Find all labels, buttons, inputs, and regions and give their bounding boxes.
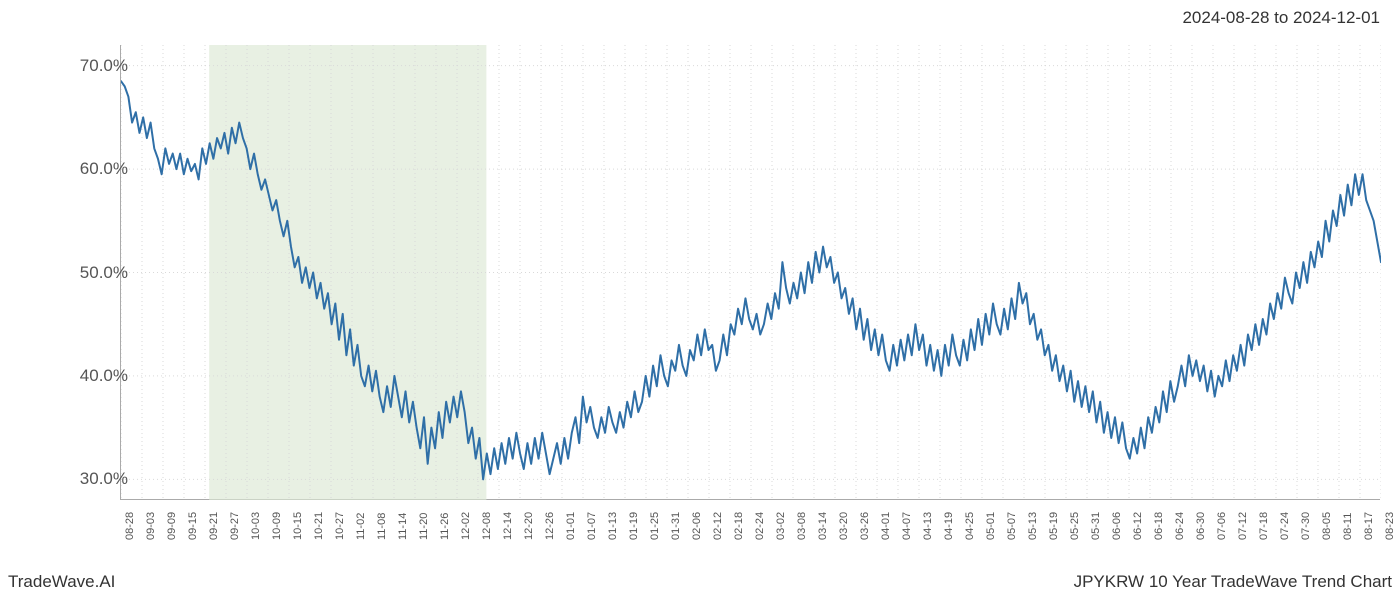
x-tick-label: 09-21 [208, 512, 220, 540]
x-tick-label: 05-13 [1027, 512, 1039, 540]
x-tick-label: 08-05 [1321, 512, 1333, 540]
brand-label: TradeWave.AI [8, 572, 115, 592]
date-range-label: 2024-08-28 to 2024-12-01 [1182, 8, 1380, 28]
x-tick-label: 02-24 [754, 512, 766, 540]
x-tick-label: 12-02 [460, 512, 472, 540]
x-tick-label: 05-25 [1069, 512, 1081, 540]
x-tick-label: 10-15 [292, 512, 304, 540]
y-tick-label: 40.0% [80, 366, 128, 386]
x-tick-label: 02-06 [691, 512, 703, 540]
x-tick-label: 04-19 [943, 512, 955, 540]
x-tick-label: 04-25 [964, 512, 976, 540]
x-tick-label: 10-27 [334, 512, 346, 540]
x-tick-label: 01-07 [586, 512, 598, 540]
x-tick-label: 02-18 [733, 512, 745, 540]
x-tick-label: 07-18 [1258, 512, 1270, 540]
x-tick-label: 04-01 [880, 512, 892, 540]
y-tick-label: 60.0% [80, 159, 128, 179]
x-tick-label: 02-12 [712, 512, 724, 540]
x-tick-label: 03-26 [859, 512, 871, 540]
x-tick-label: 07-30 [1300, 512, 1312, 540]
x-tick-label: 05-31 [1090, 512, 1102, 540]
x-tick-label: 06-24 [1174, 512, 1186, 540]
x-tick-label: 06-12 [1132, 512, 1144, 540]
x-tick-label: 05-07 [1006, 512, 1018, 540]
x-tick-label: 01-25 [649, 512, 661, 540]
x-tick-label: 06-18 [1153, 512, 1165, 540]
x-tick-label: 10-21 [313, 512, 325, 540]
x-tick-label: 01-01 [565, 512, 577, 540]
x-tick-label: 07-24 [1279, 512, 1291, 540]
x-tick-label: 05-01 [985, 512, 997, 540]
x-tick-label: 11-14 [397, 513, 409, 540]
x-tick-label: 03-14 [817, 512, 829, 540]
x-tick-label: 08-11 [1342, 513, 1354, 540]
x-tick-label: 06-06 [1111, 512, 1123, 540]
y-tick-label: 50.0% [80, 263, 128, 283]
x-tick-label: 11-26 [439, 513, 451, 540]
x-tick-label: 12-08 [481, 512, 493, 540]
x-tick-label: 07-12 [1237, 512, 1249, 540]
chart-svg [121, 45, 1381, 500]
x-tick-label: 08-28 [124, 512, 136, 540]
x-tick-label: 06-30 [1195, 512, 1207, 540]
x-tick-label: 03-08 [796, 512, 808, 540]
chart-container [120, 45, 1380, 515]
x-tick-label: 09-03 [145, 512, 157, 540]
x-tick-label: 03-02 [775, 512, 787, 540]
x-tick-label: 11-20 [418, 513, 430, 540]
x-tick-label: 01-31 [670, 512, 682, 540]
x-tick-label: 01-19 [628, 512, 640, 540]
x-tick-label: 10-03 [250, 512, 262, 540]
x-tick-label: 12-20 [523, 512, 535, 540]
x-tick-label: 09-15 [187, 512, 199, 540]
x-tick-label: 11-02 [355, 513, 367, 540]
x-tick-label: 11-08 [376, 513, 388, 540]
x-tick-label: 12-14 [502, 512, 514, 540]
x-tick-label: 09-27 [229, 512, 241, 540]
x-tick-label: 05-19 [1048, 512, 1060, 540]
x-tick-label: 01-13 [607, 512, 619, 540]
chart-plot [120, 45, 1380, 500]
x-tick-label: 08-17 [1363, 512, 1375, 540]
x-tick-label: 12-26 [544, 512, 556, 540]
chart-title-label: JPYKRW 10 Year TradeWave Trend Chart [1074, 572, 1392, 592]
y-tick-label: 30.0% [80, 469, 128, 489]
x-tick-label: 03-20 [838, 512, 850, 540]
x-tick-label: 04-13 [922, 512, 934, 540]
x-tick-label: 08-23 [1384, 512, 1396, 540]
x-tick-label: 10-09 [271, 512, 283, 540]
x-tick-label: 04-07 [901, 512, 913, 540]
x-tick-label: 09-09 [166, 512, 178, 540]
x-tick-label: 07-06 [1216, 512, 1228, 540]
y-tick-label: 70.0% [80, 56, 128, 76]
